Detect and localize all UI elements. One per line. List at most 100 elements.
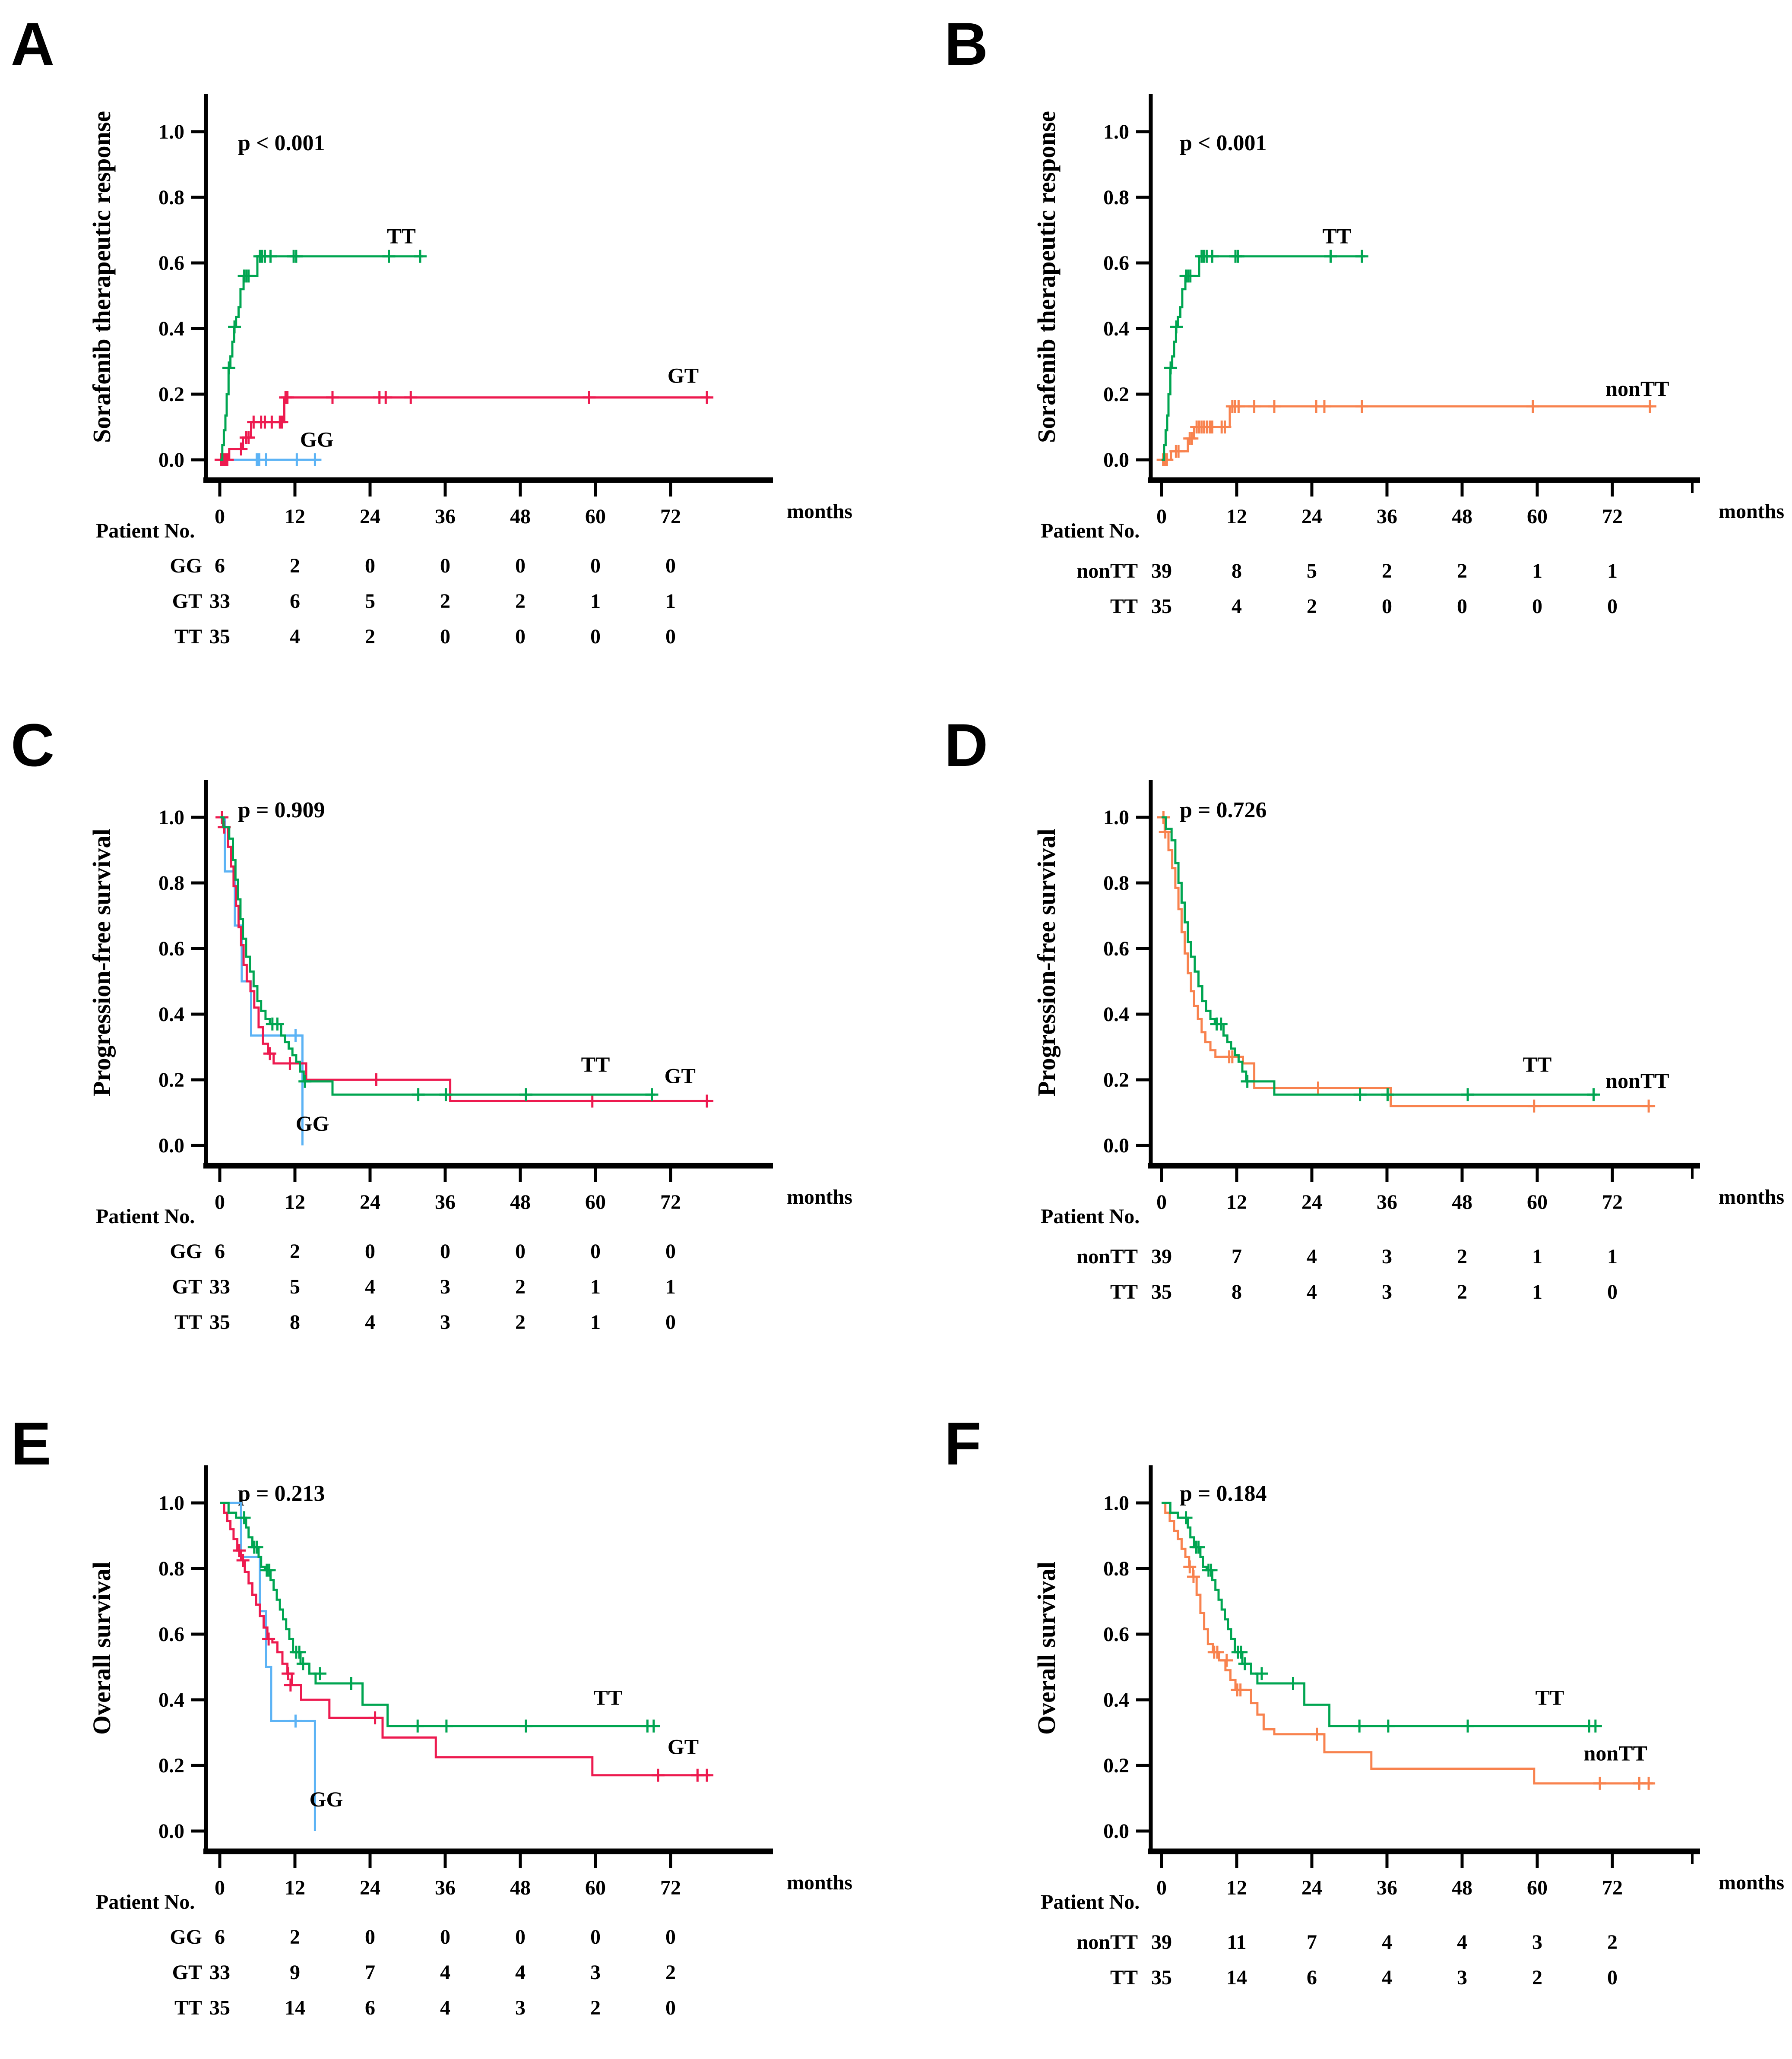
x-tick-label: 36 [435,1876,456,1899]
series-label-TT: TT [1323,224,1352,248]
patient-table-count: 3 [515,1996,526,2019]
patient-table-count: 6 [365,1996,375,2019]
censor-mark-TT [1241,1075,1254,1088]
censor-mark-TT [1231,250,1244,263]
p-value-label: p = 0.726 [1180,798,1267,822]
x-tick-label: 36 [435,505,456,528]
censor-mark-nonTT [1218,421,1232,433]
patient-table-count: 1 [1532,560,1542,582]
patient-table-count: 14 [1226,1966,1247,1989]
y-tick-label: 0.4 [1103,317,1129,340]
patient-table-count: 0 [1457,595,1467,618]
curve-TT [220,1502,655,1727]
x-tick-label: 48 [1452,1876,1472,1899]
x-tick-label: 60 [585,505,606,528]
patient-table-count: 2 [1457,1245,1467,1268]
patient-table-row-label: GT [172,590,202,613]
patient-table-count: 1 [1532,1281,1542,1303]
patient-table-title: Patient No. [96,519,195,542]
censor-mark-TT [519,1088,533,1101]
y-tick-label: 0.8 [158,186,184,209]
panel-A: A Sorafenib therapeutic response 0.0 0.2 0.4… [11,10,852,648]
patient-table-count: 2 [1607,1931,1618,1954]
x-axis-label: months [1719,500,1784,523]
patient-table-count: 0 [515,1240,526,1263]
x-tick-label: 72 [1602,1876,1623,1899]
panel-letter-C: C [11,711,54,779]
patient-table-count: 8 [1232,1281,1242,1303]
y-tick-label: 0.8 [1103,872,1129,895]
patient-table-count: 0 [365,1240,375,1263]
censor-mark-TT [1170,320,1183,334]
y-tick-label: 0.6 [1103,937,1129,960]
patient-table-count: 3 [1382,1281,1392,1303]
x-tick-label: 60 [1527,505,1548,528]
censor-mark-TT [242,269,255,283]
patient-table-row-label: GT [172,1961,202,1984]
patient-table-count: 6 [1307,1966,1317,1989]
y-tick-label: 1.0 [1103,806,1129,829]
censor-mark-GT [262,1632,275,1646]
censor-mark-nonTT [1185,432,1199,445]
patient-table-count: 0 [665,554,676,577]
x-tick-label: 0 [1156,1191,1167,1214]
patient-table-row-label: TT [1110,595,1138,618]
patient-table-count: 39 [1151,1245,1172,1268]
patient-table-count: 3 [590,1961,601,1984]
patient-table-count: 35 [1151,595,1172,618]
y-axis-title: Overall survival [88,1562,116,1735]
censor-mark-TT [1324,250,1337,263]
patient-table-row: TT 35 14 6 4 3 2 0 [1110,1966,1618,1989]
panel-C: C Progression-free survival 0.0 0.2 0.4 0.6 0.… [11,711,852,1334]
patient-table-count: 5 [365,590,375,613]
patient-table-count: 8 [290,1311,300,1334]
y-tick-label: 0.2 [158,1069,184,1091]
patient-table-count: 3 [1382,1245,1392,1268]
censor-mark-GG [290,453,304,466]
x-tick-label: 0 [215,1876,225,1899]
patient-table-count: 0 [515,554,526,577]
patient-table-count: 4 [1382,1966,1392,1989]
y-tick-label: 0.2 [158,383,184,406]
patient-table-count: 4 [1382,1931,1392,1954]
patient-table-count: 4 [1232,595,1242,618]
censor-mark-GT [234,442,248,455]
censor-mark-TT [414,250,427,263]
patient-table-row-label: TT [174,1311,202,1334]
x-tick-label: 24 [1301,1191,1322,1214]
patient-table-count: 2 [290,1926,300,1948]
curve-TT [1162,816,1597,1096]
patient-table-count: 3 [440,1275,450,1298]
panel-D: D Progression-free survival 0.0 0.2 0.4 0.6 0.… [944,711,1784,1303]
series-label-GT: GT [665,1064,696,1088]
patient-table-title: Patient No. [1041,1205,1140,1228]
censor-mark-TT [313,1667,326,1680]
curve-GT [220,816,710,1102]
censor-mark-TT [1353,1088,1367,1101]
x-tick-label: 72 [1602,1191,1623,1214]
censor-mark-GT [700,1094,714,1108]
censor-mark-nonTT [1310,1727,1323,1741]
series-label-GG: GG [310,1787,343,1811]
patient-table-row: GT 33 6 5 2 2 1 1 [172,590,676,613]
patient-table-count: 0 [365,1926,375,1948]
patient-table-count: 2 [290,554,300,577]
p-value-label: p < 0.001 [238,131,325,155]
y-tick-label: 1.0 [1103,120,1129,143]
y-tick-label: 0.8 [158,1557,184,1580]
patient-table-row: nonTT 39 11 7 4 4 3 2 [1077,1931,1618,1954]
y-tick-label: 0.8 [1103,1557,1129,1580]
censor-mark-TT [645,1088,659,1101]
patient-table-count: 0 [665,1926,676,1948]
patient-table-count: 35 [1151,1966,1172,1989]
patient-table-count: 0 [365,554,375,577]
censor-mark-nonTT [1268,400,1281,413]
patient-table-row: GG 6 2 0 0 0 0 0 [170,1240,676,1263]
patient-table-row-label: GG [170,554,202,577]
patient-table-title: Patient No. [1041,1891,1140,1914]
patient-table-count: 2 [1307,595,1317,618]
